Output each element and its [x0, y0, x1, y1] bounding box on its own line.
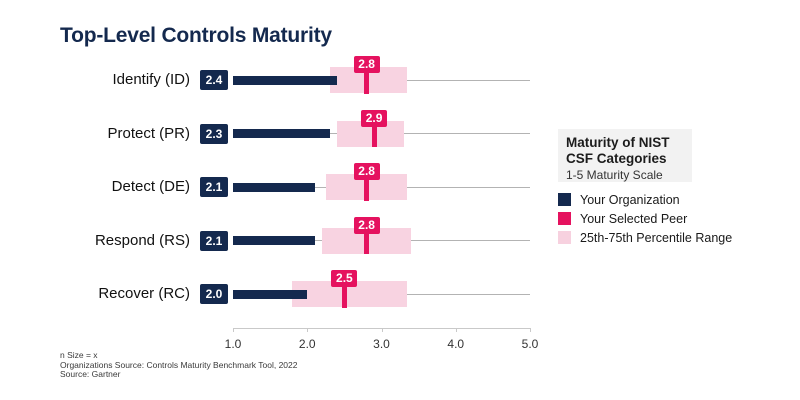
peer-marker-stem — [364, 178, 370, 201]
x-axis-tick — [530, 328, 531, 332]
peer-marker-value: 2.5 — [331, 270, 358, 287]
your-organization-bar — [233, 289, 308, 299]
legend-header-subtitle: 1-5 Maturity Scale — [566, 168, 663, 182]
x-axis-tick — [307, 328, 309, 332]
category-label: Detect (DE) — [111, 178, 190, 195]
peer-marker-stem — [364, 231, 370, 254]
peer-marker-value: 2.9 — [361, 109, 388, 127]
footnote-n-size: n Size = x — [60, 350, 98, 360]
legend-header: Maturity of NIST CSF Categories 1-5 Matu… — [558, 129, 692, 182]
peer-marker-stem — [364, 71, 370, 94]
footnotes: n Size = x Organizations Source: Control… — [60, 350, 298, 380]
your-organization-bar — [233, 75, 337, 85]
legend-item-percentile-range: 25th-75th Percentile Range — [558, 230, 733, 245]
peer-marker-stem — [341, 285, 347, 308]
x-axis-tick-label: 5.0 — [521, 337, 539, 351]
your-selected-peer-swatch — [558, 212, 571, 225]
legend-label: Your Selected Peer — [580, 211, 688, 226]
your-organization-swatch — [558, 193, 571, 206]
your-organization-value: 2.3 — [200, 123, 228, 144]
your-organization-value: 2.0 — [200, 284, 228, 304]
legend-label: 25th-75th Percentile Range — [580, 230, 733, 245]
your-organization-bar — [233, 129, 330, 138]
your-organization-bar — [233, 236, 315, 245]
your-organization-bar — [233, 182, 315, 192]
your-organization-value: 2.1 — [200, 177, 228, 197]
footnote-organizations-source: Organizations Source: Controls Maturity … — [60, 359, 298, 370]
x-axis-tick-label: 1.0 — [224, 337, 242, 351]
x-axis-tick-label: 3.0 — [373, 337, 390, 351]
peer-marker-value: 2.8 — [353, 56, 380, 73]
legend-header-title-line2: CSF Categories — [566, 151, 667, 166]
x-axis-tick — [233, 328, 234, 332]
your-organization-value: 2.4 — [200, 70, 228, 90]
x-axis-tick-label: 2.0 — [298, 337, 316, 351]
x-axis-tick — [455, 328, 457, 332]
category-label: Identify (ID) — [112, 71, 190, 88]
legend-item-your-selected-peer: Your Selected Peer — [558, 211, 688, 226]
category-label: Protect (PR) — [107, 124, 190, 142]
peer-marker-stem — [371, 124, 377, 147]
footnote-source: Source: Gartner — [60, 369, 121, 379]
legend-item-your-organization: Your Organization — [558, 192, 680, 207]
your-organization-value: 2.1 — [200, 230, 228, 251]
legend-header-title-line1: Maturity of NIST — [566, 135, 670, 150]
page-title: Top-Level Controls Maturity — [60, 24, 332, 47]
category-label: Recover (RC) — [98, 285, 190, 302]
category-label: Respond (RS) — [94, 231, 190, 249]
legend-label: Your Organization — [580, 192, 680, 207]
x-axis-tick-label: 4.0 — [447, 337, 465, 351]
x-axis-tick — [381, 328, 383, 332]
peer-marker-value: 2.8 — [353, 216, 380, 234]
percentile-range-swatch — [558, 231, 571, 244]
peer-marker-value: 2.8 — [353, 163, 380, 180]
